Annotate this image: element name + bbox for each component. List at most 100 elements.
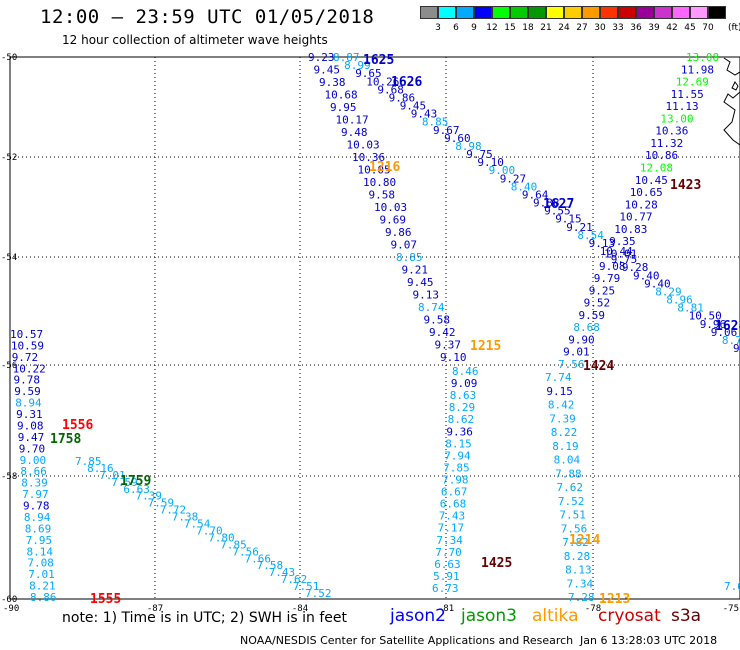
wave-height-value: 11.32 [650,137,683,150]
wave-height-value: 7.70 [196,525,223,538]
wave-height-value: 9.26 [733,342,740,355]
wave-height-value: 8.86 [30,591,57,604]
wave-height-value: 9.28 [622,261,649,274]
colorbar-tick-label: 27 [576,23,588,33]
wave-height-value: 7.85 [75,455,102,468]
wave-height-value: 7.34 [567,577,594,590]
wave-height-value: 7.38 [172,511,199,524]
wave-height-value: 8.68 [573,321,600,334]
longitude-label: -84 [292,604,308,614]
map-title: 12:00 – 23:59 UTC 01/05/2018 [40,6,375,28]
wave-height-value: 9.55 [544,205,571,218]
wave-height-value: 8.85 [396,251,423,264]
colorbar-swatch [636,6,654,19]
colorbar-swatch [672,6,690,19]
wave-height-value: 7.94 [444,449,471,462]
wave-height-value: 9.68 [377,83,404,96]
satellite-legend-cryosat: cryosat [598,606,661,626]
colorbar-swatch [438,6,456,19]
wave-height-value: 8.14 [27,545,54,558]
wave-height-value: 9.40 [633,269,660,282]
colorbar-swatch [618,6,636,19]
colorbar-tick-label: 9 [471,23,477,33]
wave-height-value: 7.28 [568,591,595,604]
track-jason2-1626: 8.878.999.6510.269.689.869.459.438.859.6… [333,51,740,355]
longitude-label: -78 [585,604,601,614]
track-east-edge: 7.6 [724,580,740,593]
coastline [723,57,740,146]
wave-height-value: 9.75 [466,148,493,161]
wave-height-value: 8.39 [21,477,48,490]
wave-height-value: 6.63 [434,558,461,571]
wave-height-value: 8.54 [577,229,604,242]
wave-height-value: 10.03 [347,139,380,152]
wave-height-value: 8.99 [344,59,371,72]
wave-height-value: 13.08 [686,51,719,64]
pass-number-label: 1213 [599,592,630,607]
wave-height-value: 10.68 [325,89,358,102]
colorbar-tick-label: 33 [612,23,624,33]
wave-height-value: 9.01 [563,346,590,359]
wave-height-value: 10.86 [645,149,678,162]
colorbar-swatch [708,6,726,19]
wave-height-value: 9.07 [391,239,418,252]
wave-height-value: 9.72 [12,351,39,364]
wave-height-value: 9.45 [400,100,427,113]
wave-height-value: 7.85 [220,538,247,551]
wave-height-value: 10.01 [604,248,637,261]
wave-height-value: 7.72 [160,504,187,517]
wave-height-value: 7.56 [558,358,585,371]
pass-labels: 1625 1626 1627 1624 1216 1215 1214 1213 1423 1424… [50,53,740,607]
wave-height-value: 7.43 [439,510,466,523]
colorbar-tick-label: 18 [522,23,534,33]
colorbar-tick-label: 3 [435,23,441,33]
wave-height-value: 9.10 [477,156,504,169]
wave-height-value: 7.01 [99,469,126,482]
wave-height-value: 8.66 [20,465,47,478]
wave-height-value: 10.17 [336,114,369,127]
colorbar-swatch [420,6,438,19]
colorbar-swatch [690,6,708,19]
wave-height-value: 7.88 [555,467,582,480]
coastline-island [731,81,739,91]
colorbar-tick-label: 36 [630,23,642,33]
latitude-label: -60 [1,595,17,605]
pass-number-label: 1626 [391,75,422,90]
wave-height-value: 9.45 [407,276,434,289]
wave-height-value: 9.08 [599,260,626,273]
wave-height-value: 7.59 [111,476,138,489]
wave-height-value: 12.08 [640,162,673,175]
wave-height-value: 7.6 [724,580,740,593]
wave-height-value: 8.40 [511,180,538,193]
wave-height-value: 9.79 [594,272,621,285]
wave-height-value: 9.15 [546,385,573,398]
pass-number-label: 1425 [481,556,512,571]
pass-number-label: 1423 [670,178,701,193]
wave-height-value: 9.00 [20,454,46,467]
wave-height-value: 9.60 [444,132,471,145]
wave-height-value: 8.46 [452,365,479,378]
wave-height-value: 9.47 [18,431,45,444]
wave-height-value: 8.75 [722,334,740,347]
pass-number-label: 1556 [62,418,93,433]
wave-height-value: 7.17 [438,522,465,535]
wave-height-value: 9.36 [446,425,473,438]
wave-height-value: 10.80 [363,176,396,189]
wave-height-value: 9.13 [589,237,616,250]
latitude-label: -54 [1,253,17,263]
wave-height-value: 8.87 [333,51,360,64]
wave-height-value: 9.31 [16,408,42,421]
pass-number-label: 1627 [543,197,574,212]
track-jason3-1759: 7.858.167.017.596.637.397.597.727.387.54… [75,455,332,600]
wave-height-value: 8.98 [455,140,482,153]
wave-height-value: 8.74 [418,301,445,314]
colorbar-swatch [528,6,546,19]
wave-height-value: 10.65 [630,186,663,199]
wave-height-value: 9.78 [14,374,41,387]
satellite-legend-s3a: s3a [671,606,702,626]
wave-height-value: 9.64 [522,188,549,201]
wave-height-value: 10.77 [619,211,652,224]
wave-height-value: 13.00 [660,112,693,125]
wave-height-value: 9.88 [533,197,560,210]
wave-height-value: 7.54 [184,518,211,531]
